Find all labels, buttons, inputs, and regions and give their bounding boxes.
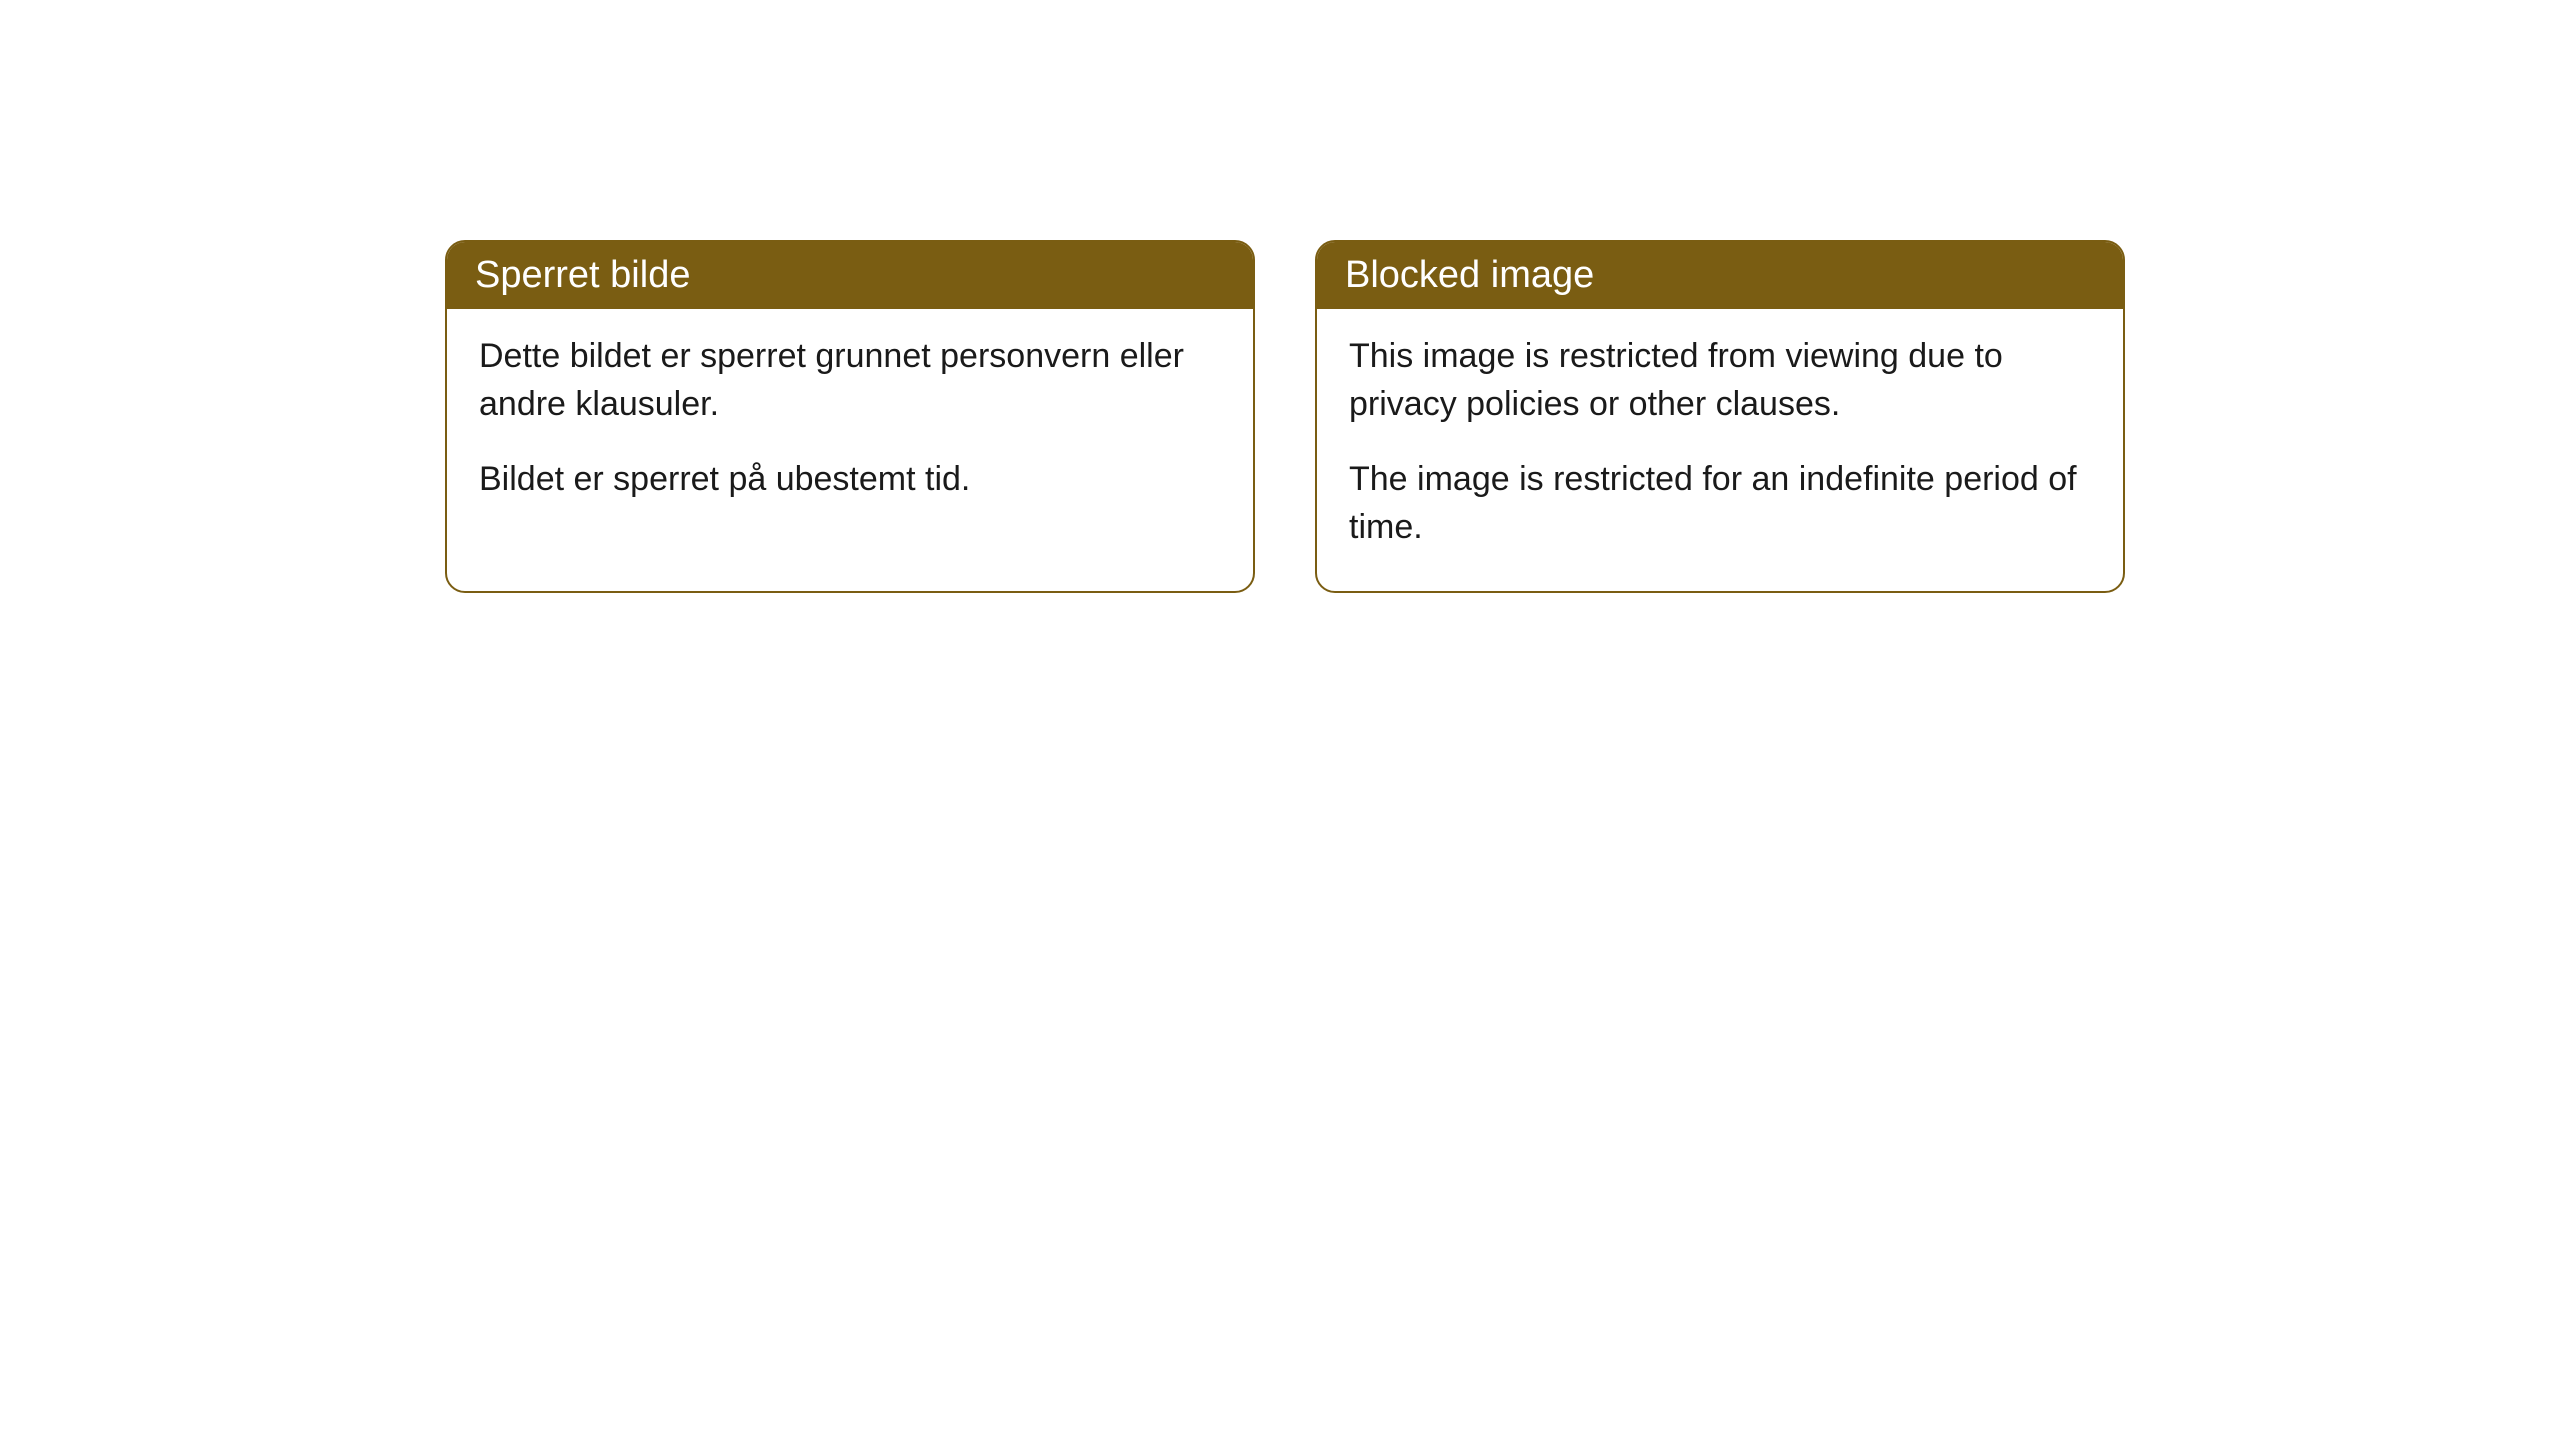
card-body-norwegian: Dette bildet er sperret grunnet personve… [447, 309, 1253, 544]
card-title: Sperret bilde [475, 254, 690, 296]
card-paragraph: Bildet er sperret på ubestemt tid. [479, 456, 1221, 504]
card-paragraph: This image is restricted from viewing du… [1349, 333, 2091, 428]
card-paragraph: Dette bildet er sperret grunnet personve… [479, 333, 1221, 428]
card-header-english: Blocked image [1317, 242, 2123, 309]
notice-card-english: Blocked image This image is restricted f… [1315, 240, 2125, 593]
card-title: Blocked image [1345, 254, 1594, 296]
notice-container: Sperret bilde Dette bildet er sperret gr… [0, 0, 2560, 593]
card-header-norwegian: Sperret bilde [447, 242, 1253, 309]
card-body-english: This image is restricted from viewing du… [1317, 309, 2123, 591]
notice-card-norwegian: Sperret bilde Dette bildet er sperret gr… [445, 240, 1255, 593]
card-paragraph: The image is restricted for an indefinit… [1349, 456, 2091, 551]
